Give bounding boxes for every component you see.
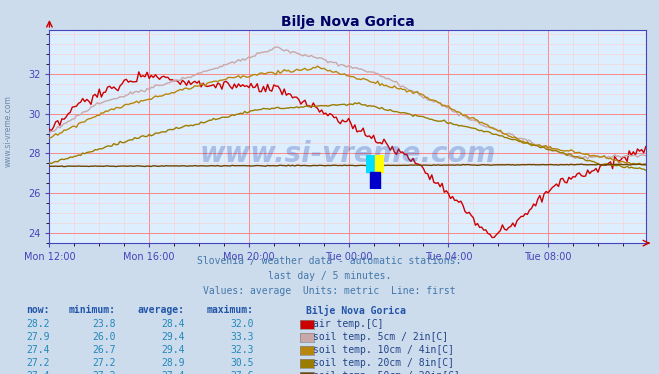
Text: air temp.[C]: air temp.[C] <box>313 319 384 329</box>
Bar <box>366 155 375 172</box>
Text: last day / 5 minutes.: last day / 5 minutes. <box>268 271 391 281</box>
Bar <box>370 172 380 189</box>
Text: 29.4: 29.4 <box>161 345 185 355</box>
Text: www.si-vreme.com: www.si-vreme.com <box>3 95 13 167</box>
Text: 26.0: 26.0 <box>92 332 115 342</box>
Text: 28.9: 28.9 <box>161 358 185 368</box>
Text: 27.2: 27.2 <box>92 371 115 374</box>
Bar <box>375 155 384 172</box>
Text: Slovenia / weather data - automatic stations.: Slovenia / weather data - automatic stat… <box>197 256 462 266</box>
Text: 29.4: 29.4 <box>161 332 185 342</box>
Text: minimum:: minimum: <box>69 305 115 315</box>
Text: average:: average: <box>138 305 185 315</box>
Text: 27.2: 27.2 <box>92 358 115 368</box>
Text: Values: average  Units: metric  Line: first: Values: average Units: metric Line: firs… <box>203 286 456 296</box>
Text: 27.6: 27.6 <box>230 371 254 374</box>
Text: 27.2: 27.2 <box>26 358 49 368</box>
Title: Bilje Nova Gorica: Bilje Nova Gorica <box>281 15 415 29</box>
Text: soil temp. 10cm / 4in[C]: soil temp. 10cm / 4in[C] <box>313 345 454 355</box>
Text: now:: now: <box>26 305 49 315</box>
Text: 27.4: 27.4 <box>161 371 185 374</box>
Text: 33.3: 33.3 <box>230 332 254 342</box>
Text: maximum:: maximum: <box>207 305 254 315</box>
Text: 30.5: 30.5 <box>230 358 254 368</box>
Text: 23.8: 23.8 <box>92 319 115 329</box>
Text: 32.3: 32.3 <box>230 345 254 355</box>
Text: 32.0: 32.0 <box>230 319 254 329</box>
Text: 26.7: 26.7 <box>92 345 115 355</box>
Text: soil temp. 50cm / 20in[C]: soil temp. 50cm / 20in[C] <box>313 371 460 374</box>
Text: 28.2: 28.2 <box>26 319 49 329</box>
Text: 27.9: 27.9 <box>26 332 49 342</box>
Text: 27.4: 27.4 <box>26 345 49 355</box>
Text: Bilje Nova Gorica: Bilje Nova Gorica <box>306 305 407 316</box>
Text: soil temp. 20cm / 8in[C]: soil temp. 20cm / 8in[C] <box>313 358 454 368</box>
Text: 28.4: 28.4 <box>161 319 185 329</box>
Text: 27.4: 27.4 <box>26 371 49 374</box>
Text: www.si-vreme.com: www.si-vreme.com <box>200 140 496 168</box>
Text: soil temp. 5cm / 2in[C]: soil temp. 5cm / 2in[C] <box>313 332 448 342</box>
